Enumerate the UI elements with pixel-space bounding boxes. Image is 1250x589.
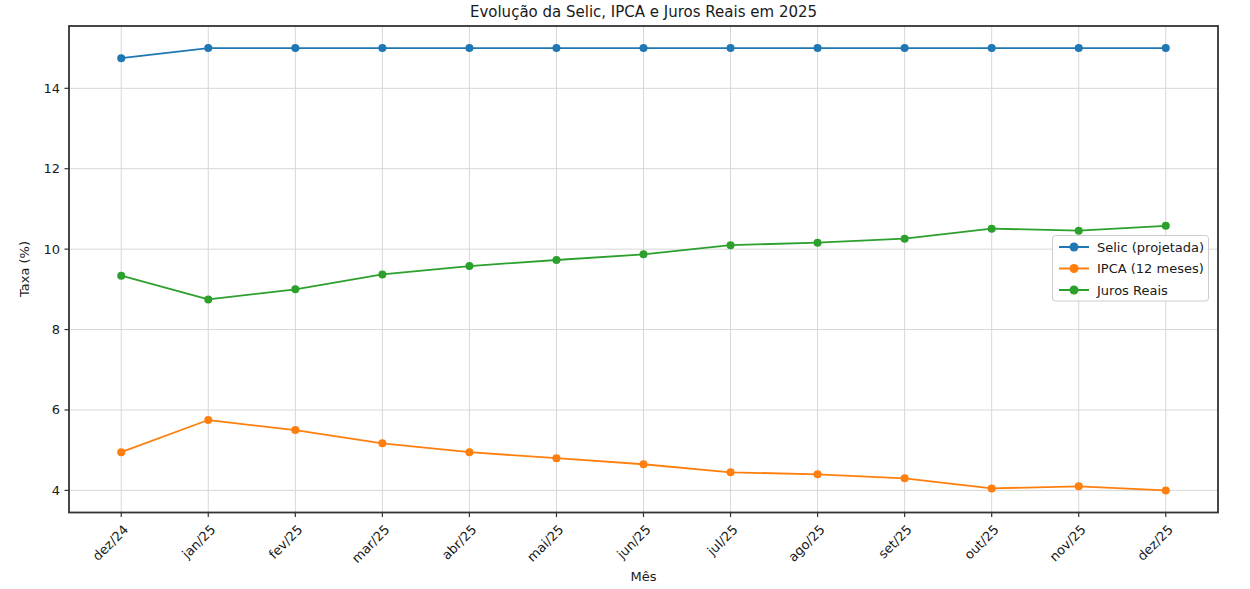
x-tick-label: mai/25 — [524, 522, 567, 565]
x-tick-label: ago/25 — [785, 522, 827, 564]
y-tick-label: 8 — [52, 322, 60, 337]
data-point — [814, 239, 822, 247]
x-tick-label: nov/25 — [1047, 522, 1089, 564]
x-tick-label: jan/25 — [178, 522, 218, 562]
x-tick-label: jul/25 — [704, 522, 741, 559]
x-tick-label: out/25 — [961, 522, 1001, 562]
data-point — [1075, 227, 1083, 235]
data-point — [291, 285, 299, 293]
data-point — [640, 460, 648, 468]
legend-label-juros: Juros Reais — [1096, 283, 1168, 298]
data-point — [901, 474, 909, 482]
legend-marker — [1070, 286, 1079, 295]
x-tick-label: set/25 — [875, 522, 914, 561]
data-point — [552, 44, 560, 52]
tick-layer: 4 6 8 10 12 14 dez/24 jan/25 fev/25 mar/25 abr/25 m… — [43, 81, 1175, 566]
y-tick-label: 14 — [43, 81, 60, 96]
x-tick-label: dez/25 — [1134, 522, 1176, 564]
data-point — [204, 416, 212, 424]
y-tick-label: 6 — [52, 402, 60, 417]
y-tick-label: 10 — [43, 242, 60, 257]
x-tick-label: dez/24 — [90, 522, 132, 564]
y-tick-label: 12 — [43, 161, 60, 176]
data-point — [117, 272, 125, 280]
data-point — [465, 44, 473, 52]
data-point — [727, 44, 735, 52]
data-point — [1162, 44, 1170, 52]
data-point — [901, 235, 909, 243]
grid-layer — [69, 26, 1218, 513]
data-point — [1162, 222, 1170, 230]
data-point — [552, 256, 560, 264]
data-point — [1075, 482, 1083, 490]
data-point — [291, 44, 299, 52]
legend: Selic (projetada) IPCA (12 meses) Juros … — [1053, 236, 1209, 302]
data-point — [117, 54, 125, 62]
data-point — [988, 225, 996, 233]
data-point — [1075, 44, 1083, 52]
x-tick-label: jun/25 — [613, 522, 653, 562]
legend-marker — [1070, 264, 1079, 273]
data-point — [814, 44, 822, 52]
figure: 4 6 8 10 12 14 dez/24 jan/25 fev/25 mar/25 abr/25 m… — [0, 0, 1250, 589]
data-point — [640, 250, 648, 258]
data-point — [378, 270, 386, 278]
legend-label-selic: Selic (projetada) — [1097, 240, 1204, 255]
data-point — [814, 470, 822, 478]
data-point — [291, 426, 299, 434]
legend-label-ipca: IPCA (12 meses) — [1097, 261, 1204, 276]
data-point — [640, 44, 648, 52]
data-point — [727, 468, 735, 476]
data-point — [552, 454, 560, 462]
data-point — [204, 295, 212, 303]
data-point — [465, 262, 473, 270]
data-point — [1162, 486, 1170, 494]
data-point — [378, 44, 386, 52]
x-tick-label: fev/25 — [266, 522, 306, 562]
y-tick-label: 4 — [52, 483, 60, 498]
chart-title: Evolução da Selic, IPCA e Juros Reais em… — [470, 3, 817, 21]
data-point — [901, 44, 909, 52]
x-tick-label: abr/25 — [439, 522, 480, 563]
y-axis-label: Taxa (%) — [17, 241, 32, 298]
data-point — [988, 484, 996, 492]
data-point — [465, 448, 473, 456]
data-point — [204, 44, 212, 52]
data-point — [727, 241, 735, 249]
data-point — [988, 44, 996, 52]
line-chart: 4 6 8 10 12 14 dez/24 jan/25 fev/25 mar/25 abr/25 m… — [0, 0, 1250, 589]
x-axis-label: Mês — [631, 569, 657, 584]
legend-marker — [1070, 243, 1079, 252]
data-point — [117, 448, 125, 456]
data-point — [378, 439, 386, 447]
x-tick-label: mar/25 — [349, 522, 393, 566]
